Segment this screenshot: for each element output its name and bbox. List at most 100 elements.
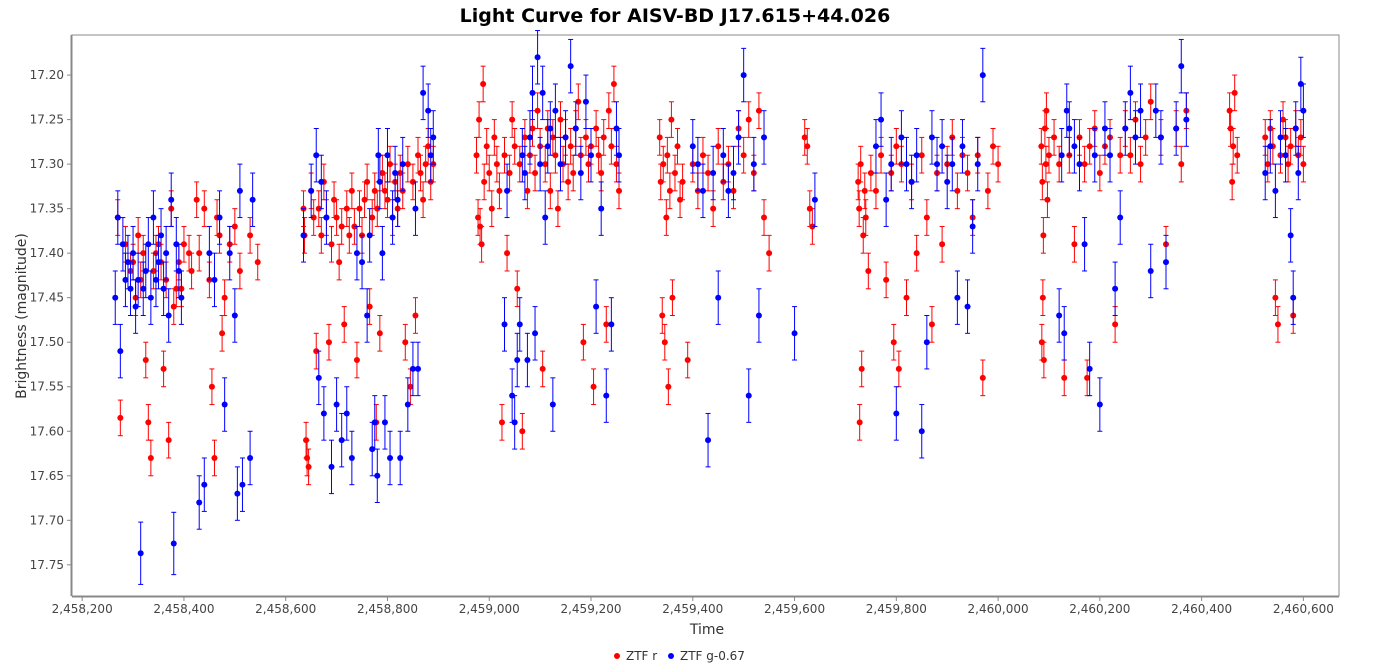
data-point	[132, 303, 139, 310]
y-axis: 17.20 17.25 17.30 17.35 17.40 17.45 17.50 17.55…	[30, 35, 72, 596]
data-point	[127, 285, 134, 292]
data-point	[420, 89, 427, 96]
data-point	[1040, 357, 1047, 364]
data-point	[493, 161, 500, 168]
data-point	[944, 178, 951, 185]
data-point	[1300, 107, 1307, 114]
data-point	[684, 357, 691, 364]
data-point	[130, 250, 137, 257]
data-point	[170, 540, 177, 547]
data-point	[168, 196, 175, 203]
data-point	[1280, 116, 1287, 123]
data-point	[331, 196, 338, 203]
data-point	[603, 321, 610, 328]
data-point	[710, 205, 717, 212]
data-point	[1287, 232, 1294, 239]
data-point	[313, 152, 320, 159]
data-point	[516, 321, 523, 328]
data-point	[582, 98, 589, 105]
data-point	[140, 250, 147, 257]
data-point	[862, 214, 869, 221]
data-point	[532, 330, 539, 337]
data-point	[1081, 241, 1088, 248]
data-point	[562, 134, 569, 141]
data-point	[140, 285, 147, 292]
data-point	[384, 196, 391, 203]
data-point	[366, 232, 373, 239]
y-tick-label: 17.50	[30, 335, 64, 349]
y-tick-label: 17.55	[30, 380, 64, 394]
data-point	[1071, 143, 1078, 150]
data-point	[1137, 107, 1144, 114]
data-point	[858, 365, 865, 372]
data-point	[147, 294, 154, 301]
data-point	[855, 178, 862, 185]
data-point	[761, 134, 768, 141]
data-point	[1112, 285, 1119, 292]
data-point	[537, 161, 544, 168]
data-point	[188, 267, 195, 274]
data-point	[178, 294, 185, 301]
data-point	[989, 143, 996, 150]
data-point	[1272, 294, 1279, 301]
data-point	[861, 187, 868, 194]
data-point	[542, 214, 549, 221]
data-point	[567, 143, 574, 150]
data-point	[409, 178, 416, 185]
x-tick-label: 2,458,200	[52, 602, 113, 616]
data-point	[547, 187, 554, 194]
data-point	[903, 294, 910, 301]
data-point	[677, 196, 684, 203]
data-point	[1061, 330, 1068, 337]
y-tick-label: 17.65	[30, 469, 64, 483]
data-point	[1285, 161, 1292, 168]
data-point	[381, 419, 388, 426]
data-point	[1231, 89, 1238, 96]
data-point	[478, 241, 485, 248]
data-point	[404, 401, 411, 408]
data-point	[908, 178, 915, 185]
data-point	[791, 330, 798, 337]
data-point	[671, 170, 678, 177]
data-point	[669, 294, 676, 301]
data-point	[657, 178, 664, 185]
data-point	[1045, 152, 1052, 159]
data-point	[1262, 134, 1269, 141]
data-point	[1040, 232, 1047, 239]
data-point	[193, 196, 200, 203]
data-point	[598, 205, 605, 212]
data-point	[364, 178, 371, 185]
data-point	[1132, 134, 1139, 141]
data-point	[979, 72, 986, 79]
data-point	[809, 223, 816, 230]
data-point	[806, 205, 813, 212]
data-point	[995, 161, 1002, 168]
data-point	[913, 152, 920, 159]
data-point	[336, 259, 343, 266]
data-point	[506, 170, 513, 177]
data-point	[1157, 134, 1164, 141]
data-point	[221, 401, 228, 408]
data-point	[496, 187, 503, 194]
data-point	[381, 187, 388, 194]
data-point	[1287, 143, 1294, 150]
data-point	[867, 170, 874, 177]
data-point	[320, 410, 327, 417]
data-point	[580, 339, 587, 346]
data-point	[519, 152, 526, 159]
data-point	[407, 383, 414, 390]
data-point	[234, 490, 241, 497]
data-point	[399, 161, 406, 168]
data-point	[422, 161, 429, 168]
data-point	[890, 339, 897, 346]
data-point	[715, 143, 722, 150]
data-point	[231, 223, 238, 230]
data-point	[519, 428, 526, 435]
data-point	[389, 214, 396, 221]
data-point	[1084, 374, 1091, 381]
data-point	[565, 178, 572, 185]
data-point	[239, 481, 246, 488]
data-point	[1058, 152, 1065, 159]
data-point	[923, 214, 930, 221]
